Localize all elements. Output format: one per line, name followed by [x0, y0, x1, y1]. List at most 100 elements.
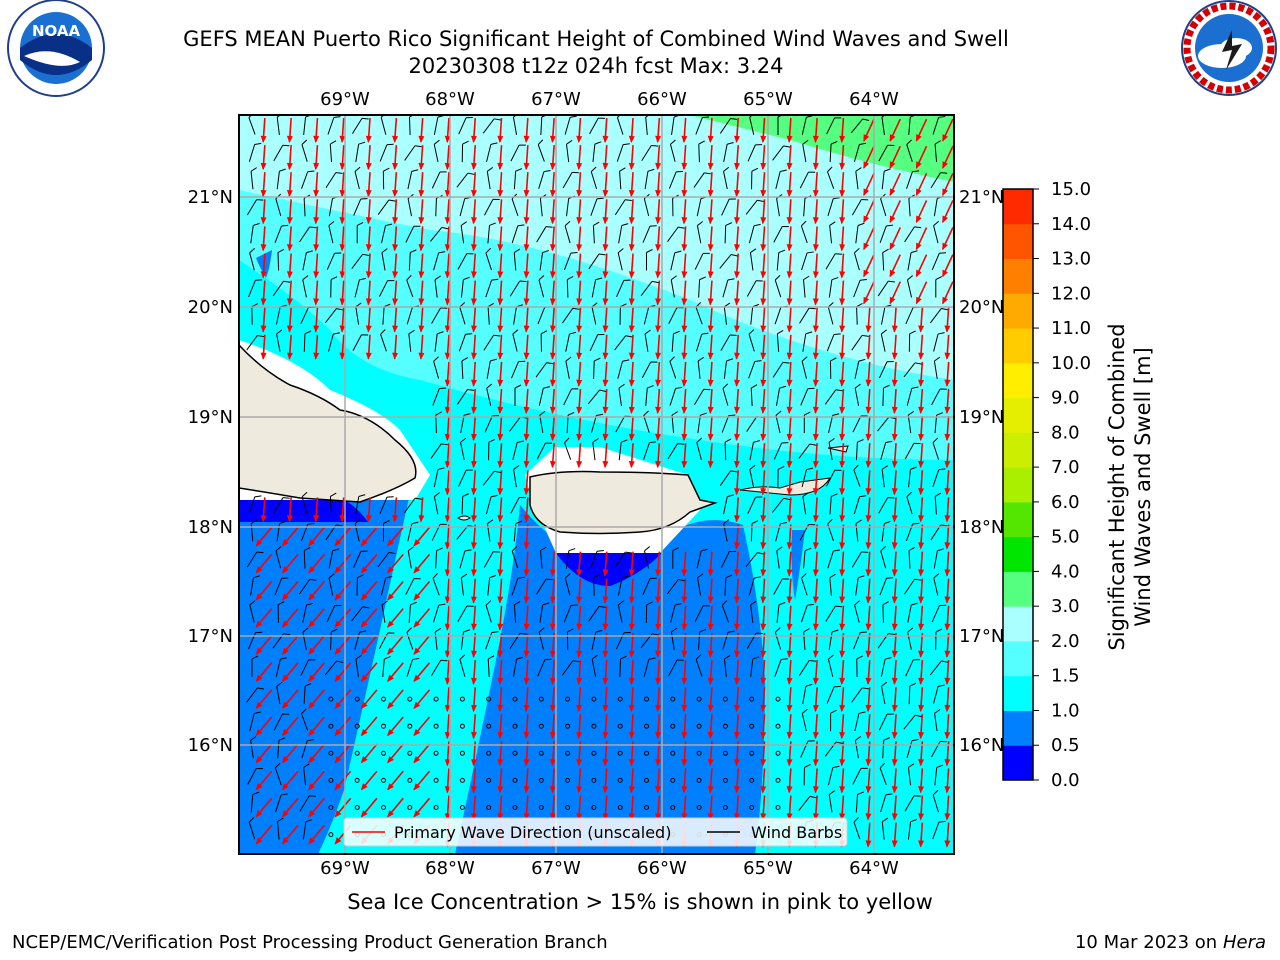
credit-date-text: 10 Mar 2023 on [1074, 932, 1218, 953]
wave-direction-arrow [891, 632, 898, 658]
colorbar-segment [1003, 258, 1033, 294]
legend-barb-label: Wind Barbs [751, 823, 842, 842]
wind-barb [851, 334, 869, 351]
wind-barb [588, 253, 606, 270]
wind-barb [618, 439, 628, 461]
wind-barb [854, 383, 861, 406]
wind-barb [666, 579, 685, 595]
wind-barb [749, 464, 756, 488]
wind-barb [933, 220, 940, 244]
wind-barb [906, 139, 913, 162]
wind-barb-calm [433, 696, 439, 702]
wave-direction-arrow [655, 145, 662, 171]
wind-barb [642, 577, 657, 596]
wind-barb [592, 141, 602, 163]
chart-subtitle: 20230308 t12z 024h fcst Max: 3.24 [408, 54, 784, 78]
wave-direction-arrow [707, 551, 714, 577]
wind-barb [303, 763, 310, 786]
wind-barb [433, 467, 445, 488]
wave-direction-arrow [628, 714, 635, 740]
wind-barb [460, 629, 470, 650]
wave-direction-arrow [387, 553, 404, 574]
wind-barb [694, 388, 711, 405]
wind-barb [591, 302, 598, 325]
wave-direction-arrow [576, 199, 583, 225]
wind-barb [880, 546, 887, 569]
wind-barb-calm [538, 750, 544, 756]
wind-barb [903, 714, 922, 730]
wind-barb [723, 141, 734, 163]
wave-direction-arrow [470, 632, 477, 658]
wave-direction-arrow [839, 795, 846, 821]
wind-barb [328, 573, 335, 596]
wave-direction-arrow [707, 145, 714, 171]
wind-barb [908, 330, 916, 352]
wind-barb [457, 605, 474, 622]
wave-direction-arrow [549, 605, 556, 631]
wave-direction-arrow [760, 334, 767, 360]
wave-direction-arrow [413, 526, 431, 547]
wave-direction-arrow [760, 253, 767, 279]
wave-direction-arrow [891, 605, 898, 631]
wind-barb [696, 548, 708, 569]
wind-barb-calm [591, 723, 597, 729]
wind-barb [723, 358, 733, 379]
wind-barb-calm [354, 805, 360, 810]
wind-barb [564, 573, 571, 596]
wave-direction-arrow [891, 687, 898, 713]
wave-direction-arrow [360, 689, 378, 710]
wave-direction-arrow [413, 743, 431, 764]
wind-barb-calm [591, 805, 597, 810]
wave-direction-arrow [602, 361, 609, 387]
wave-direction-arrow [865, 632, 872, 658]
wave-direction-arrow [681, 443, 688, 469]
wind-barb [487, 302, 495, 325]
wave-direction-arrow [918, 714, 925, 740]
wave-direction-arrow [334, 797, 352, 818]
wind-barb-calm [617, 696, 623, 702]
wave-direction-arrow [707, 795, 714, 821]
wind-barb-calm [354, 777, 360, 783]
wind-barb [275, 657, 287, 677]
wind-barb [249, 247, 256, 271]
wave-direction-arrow [549, 199, 556, 225]
wave-direction-arrow [281, 797, 299, 818]
wind-barb [802, 683, 813, 705]
wind-barb [273, 144, 290, 162]
wave-direction-arrow [681, 307, 688, 333]
wave-direction-arrow [392, 145, 399, 171]
wind-barb [931, 252, 947, 270]
wind-barb [330, 628, 338, 650]
wave-direction-arrow [286, 280, 293, 306]
wave-direction-arrow [523, 280, 530, 306]
wind-barb [772, 497, 791, 513]
wind-barb [825, 253, 842, 270]
wave-direction-arrow [655, 334, 662, 360]
credit-host: Hera [1222, 932, 1266, 953]
wave-direction-arrow [523, 172, 530, 198]
wave-direction-arrow [839, 172, 846, 198]
wave-direction-arrow [260, 497, 267, 523]
wave-direction-arrow [681, 768, 688, 794]
colorbar-segment [1003, 606, 1033, 642]
wave-direction-arrow [497, 307, 504, 333]
wave-direction-arrow [444, 768, 451, 794]
wind-barb [275, 546, 282, 569]
wave-direction-arrow [863, 281, 875, 305]
wave-direction-arrow [365, 145, 372, 171]
wave-direction-arrow [444, 497, 451, 523]
wave-direction-arrow [313, 307, 320, 333]
wave-direction-arrow [602, 416, 609, 442]
wind-barb [800, 387, 815, 406]
wind-barb [697, 573, 704, 596]
colorbar-segment [1003, 362, 1033, 399]
wind-barb [904, 795, 921, 812]
wind-barb [745, 552, 765, 567]
band-2.0-3.0 [239, 115, 954, 380]
lon-label-top: 64°W [849, 89, 899, 110]
wind-barb [430, 443, 448, 459]
wind-barb [935, 276, 943, 298]
wave-direction-arrow [918, 497, 925, 523]
wind-barb [246, 687, 265, 703]
wave-direction-arrow [760, 280, 767, 306]
